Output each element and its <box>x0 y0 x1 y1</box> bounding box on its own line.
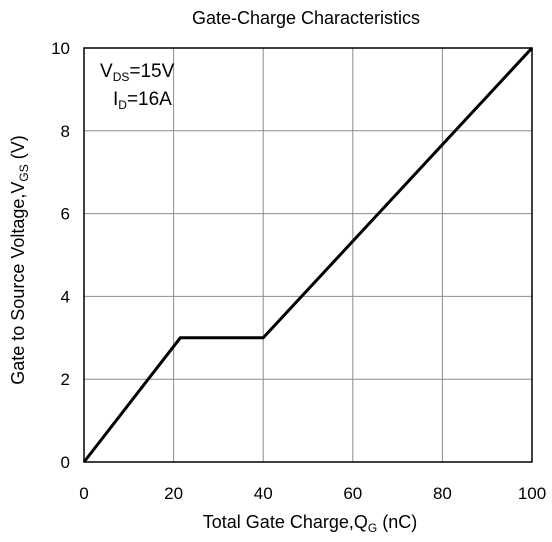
y-tick-label: 8 <box>61 122 70 141</box>
x-tick-label: 60 <box>343 484 362 503</box>
series-line-0 <box>82 46 534 463</box>
annotation-id: ID=16A <box>113 89 172 112</box>
y-tick-label: 4 <box>61 287 70 306</box>
x-tick-label: 0 <box>79 484 88 503</box>
y-tick-labels: 0 2 4 6 8 10 <box>51 39 70 472</box>
x-axis-label: Total Gate Charge,QG (nC) <box>203 512 417 535</box>
chart-title: Gate-Charge Characteristics <box>192 8 420 28</box>
series-layer <box>82 46 534 463</box>
plot-frame <box>83 47 533 463</box>
y-axis-label: Gate to Source Voltage,VGS (V) <box>8 135 31 384</box>
grid-lines <box>83 47 533 463</box>
y-tick-label: 10 <box>51 39 70 58</box>
x-tick-label: 80 <box>433 484 452 503</box>
y-tick-label: 0 <box>61 453 70 472</box>
y-tick-label: 2 <box>61 370 70 389</box>
annotation-vds: VDS=15V <box>100 61 175 84</box>
x-tick-label: 20 <box>164 484 183 503</box>
x-tick-labels: 0 20 40 60 80 100 <box>79 484 546 503</box>
y-tick-label: 6 <box>61 205 70 224</box>
x-tick-label: 100 <box>518 484 546 503</box>
x-tick-label: 40 <box>254 484 273 503</box>
